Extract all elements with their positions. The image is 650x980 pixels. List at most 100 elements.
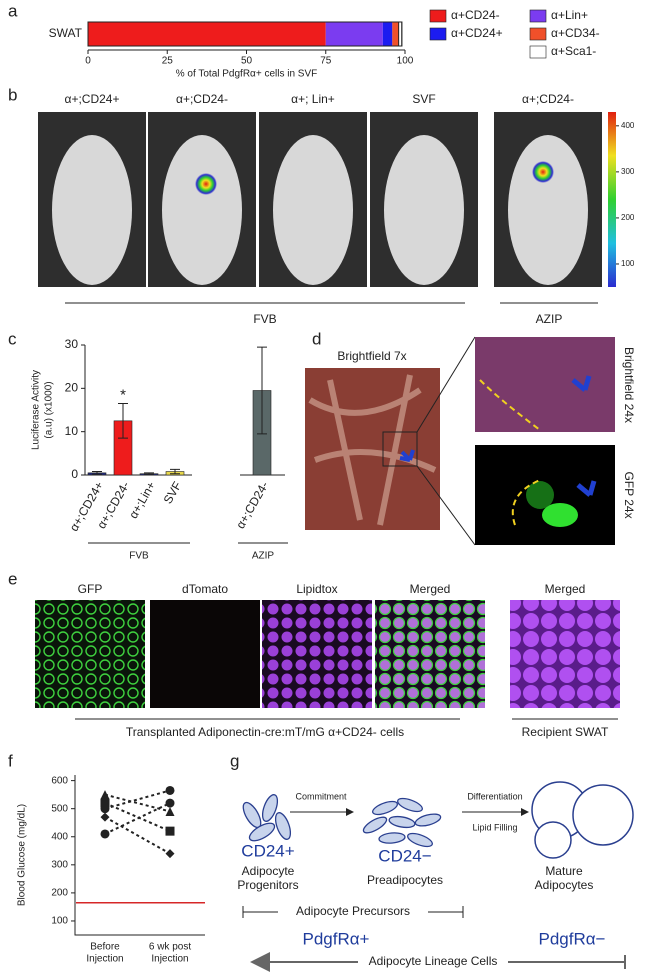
legend-label: α+CD24- [451,8,500,22]
series-line [104,793,171,813]
gfp-image [35,600,145,708]
group-label: FVB [253,312,276,326]
x-tick-label: Before [90,942,120,953]
lineage-marker: PdgfRα+ [302,929,369,948]
image-label: Brightfield 24x [622,347,636,423]
legend-label: α+Sca1- [551,44,596,58]
y-axis-label: Luciferase Activity [31,370,42,450]
panel-d: Brightfield 7x Brightfield 24x GFP 24x [305,336,636,546]
x-tick-label: SVF [161,479,185,506]
bar-segment [392,22,399,46]
marker [100,790,110,800]
x-tick-label: Injection [86,954,123,965]
stage-label: Progenitors [237,878,298,892]
image-label: α+; Lin+ [291,92,335,106]
legend-label: α+CD34- [551,26,600,40]
stage-marker: CD24+ [241,841,294,860]
y-tick-label: 200 [51,888,68,899]
merged-image [375,600,485,708]
image-label: α+;CD24- [176,92,228,106]
merged-image [510,600,620,708]
panel-letter: c [8,329,17,348]
legend-swatch [429,9,447,23]
panel-letter: d [312,329,321,348]
y-tick-label: 300 [51,859,68,870]
bar-outline [87,21,403,47]
annotation: * [120,386,126,403]
image-label: Merged [410,582,451,596]
y-tick-label: 400 [51,831,68,842]
image-label: α+;CD24+ [65,92,120,106]
y-tick-label: 100 [51,916,68,927]
image-label: GFP 24x [622,471,636,518]
arrow-label: Commitment [295,791,347,801]
x-tick-label: 75 [320,56,332,67]
caption: Recipient SWAT [522,725,609,739]
mouse-images [38,112,602,287]
image-label: GFP [78,582,103,596]
x-tick-label: 0 [85,56,91,67]
category-label: SWAT [49,26,83,40]
panel-g: Commitment Differentiation Lipid Filling… [237,781,634,972]
panel-letter: b [8,85,17,104]
y-tick-label: 20 [65,381,79,395]
panel-letter: e [8,569,17,588]
bar-segment [382,22,393,46]
y-tick-label: 10 [65,424,79,438]
group-label: AZIP [536,312,563,326]
dtomato-image [150,600,260,708]
panel-b: α+;CD24+ α+;CD24- α+; Lin+ SVF α+;CD24- … [38,92,616,326]
x-axis-label: % of Total PdgfRα+ cells in SVF [176,69,318,80]
bar-segment [88,22,326,46]
arrow-label: Differentiation [467,791,522,801]
legend-swatch [529,45,547,59]
y-axis-label: (a.u) (x1000) [44,381,55,438]
colorbar-tick-label: 300 [621,167,635,176]
y-tick-label: 0 [71,467,78,481]
colorbar-tick-label: 400 [621,121,635,130]
image-label: SVF [412,92,435,106]
image-label: Merged [545,582,586,596]
marker [165,785,175,795]
error-bar [257,346,267,435]
x-tick-label: Injection [151,954,188,965]
legend-label: α+Lin+ [551,8,588,22]
panel-letter: f [8,751,13,770]
group-label: AZIP [252,551,275,562]
x-tick-label: 100 [397,56,414,67]
brightfield-24x [475,337,615,432]
stage-marker: CD24− [378,846,431,865]
marker [100,812,110,822]
series-line [104,789,171,810]
bar-segment [325,22,383,46]
stage-label: Mature [545,864,583,878]
marker [165,798,175,808]
legend-swatch [529,27,547,41]
y-tick-label: 500 [51,803,68,814]
marker [100,798,110,808]
error-bar [144,472,154,476]
image-label: Lipidtox [296,582,337,596]
stage-label: Adipocytes [535,878,594,892]
group-label: FVB [129,551,149,562]
series-line [104,802,171,835]
legend-swatch [429,27,447,41]
lineage-marker: PdgfRα− [538,929,605,948]
error-bar [92,471,102,475]
error-bar [118,403,128,439]
colorbar-tick-label: 200 [621,213,635,222]
marker [165,826,175,836]
legend-swatch [529,9,547,23]
panel-letter: g [230,751,239,770]
arrow-note: Lipid Filling [472,822,517,832]
colorbar-tick-label: 100 [621,259,635,268]
y-tick-label: 30 [65,337,79,351]
legend-label: α+CD24+ [451,26,503,40]
image-label: α+;CD24- [522,92,574,106]
stage-label: Adipocyte [242,864,295,878]
stage-label: Preadipocytes [367,873,443,887]
marker [165,849,175,859]
x-tick-label: α+;CD24- [233,479,271,531]
